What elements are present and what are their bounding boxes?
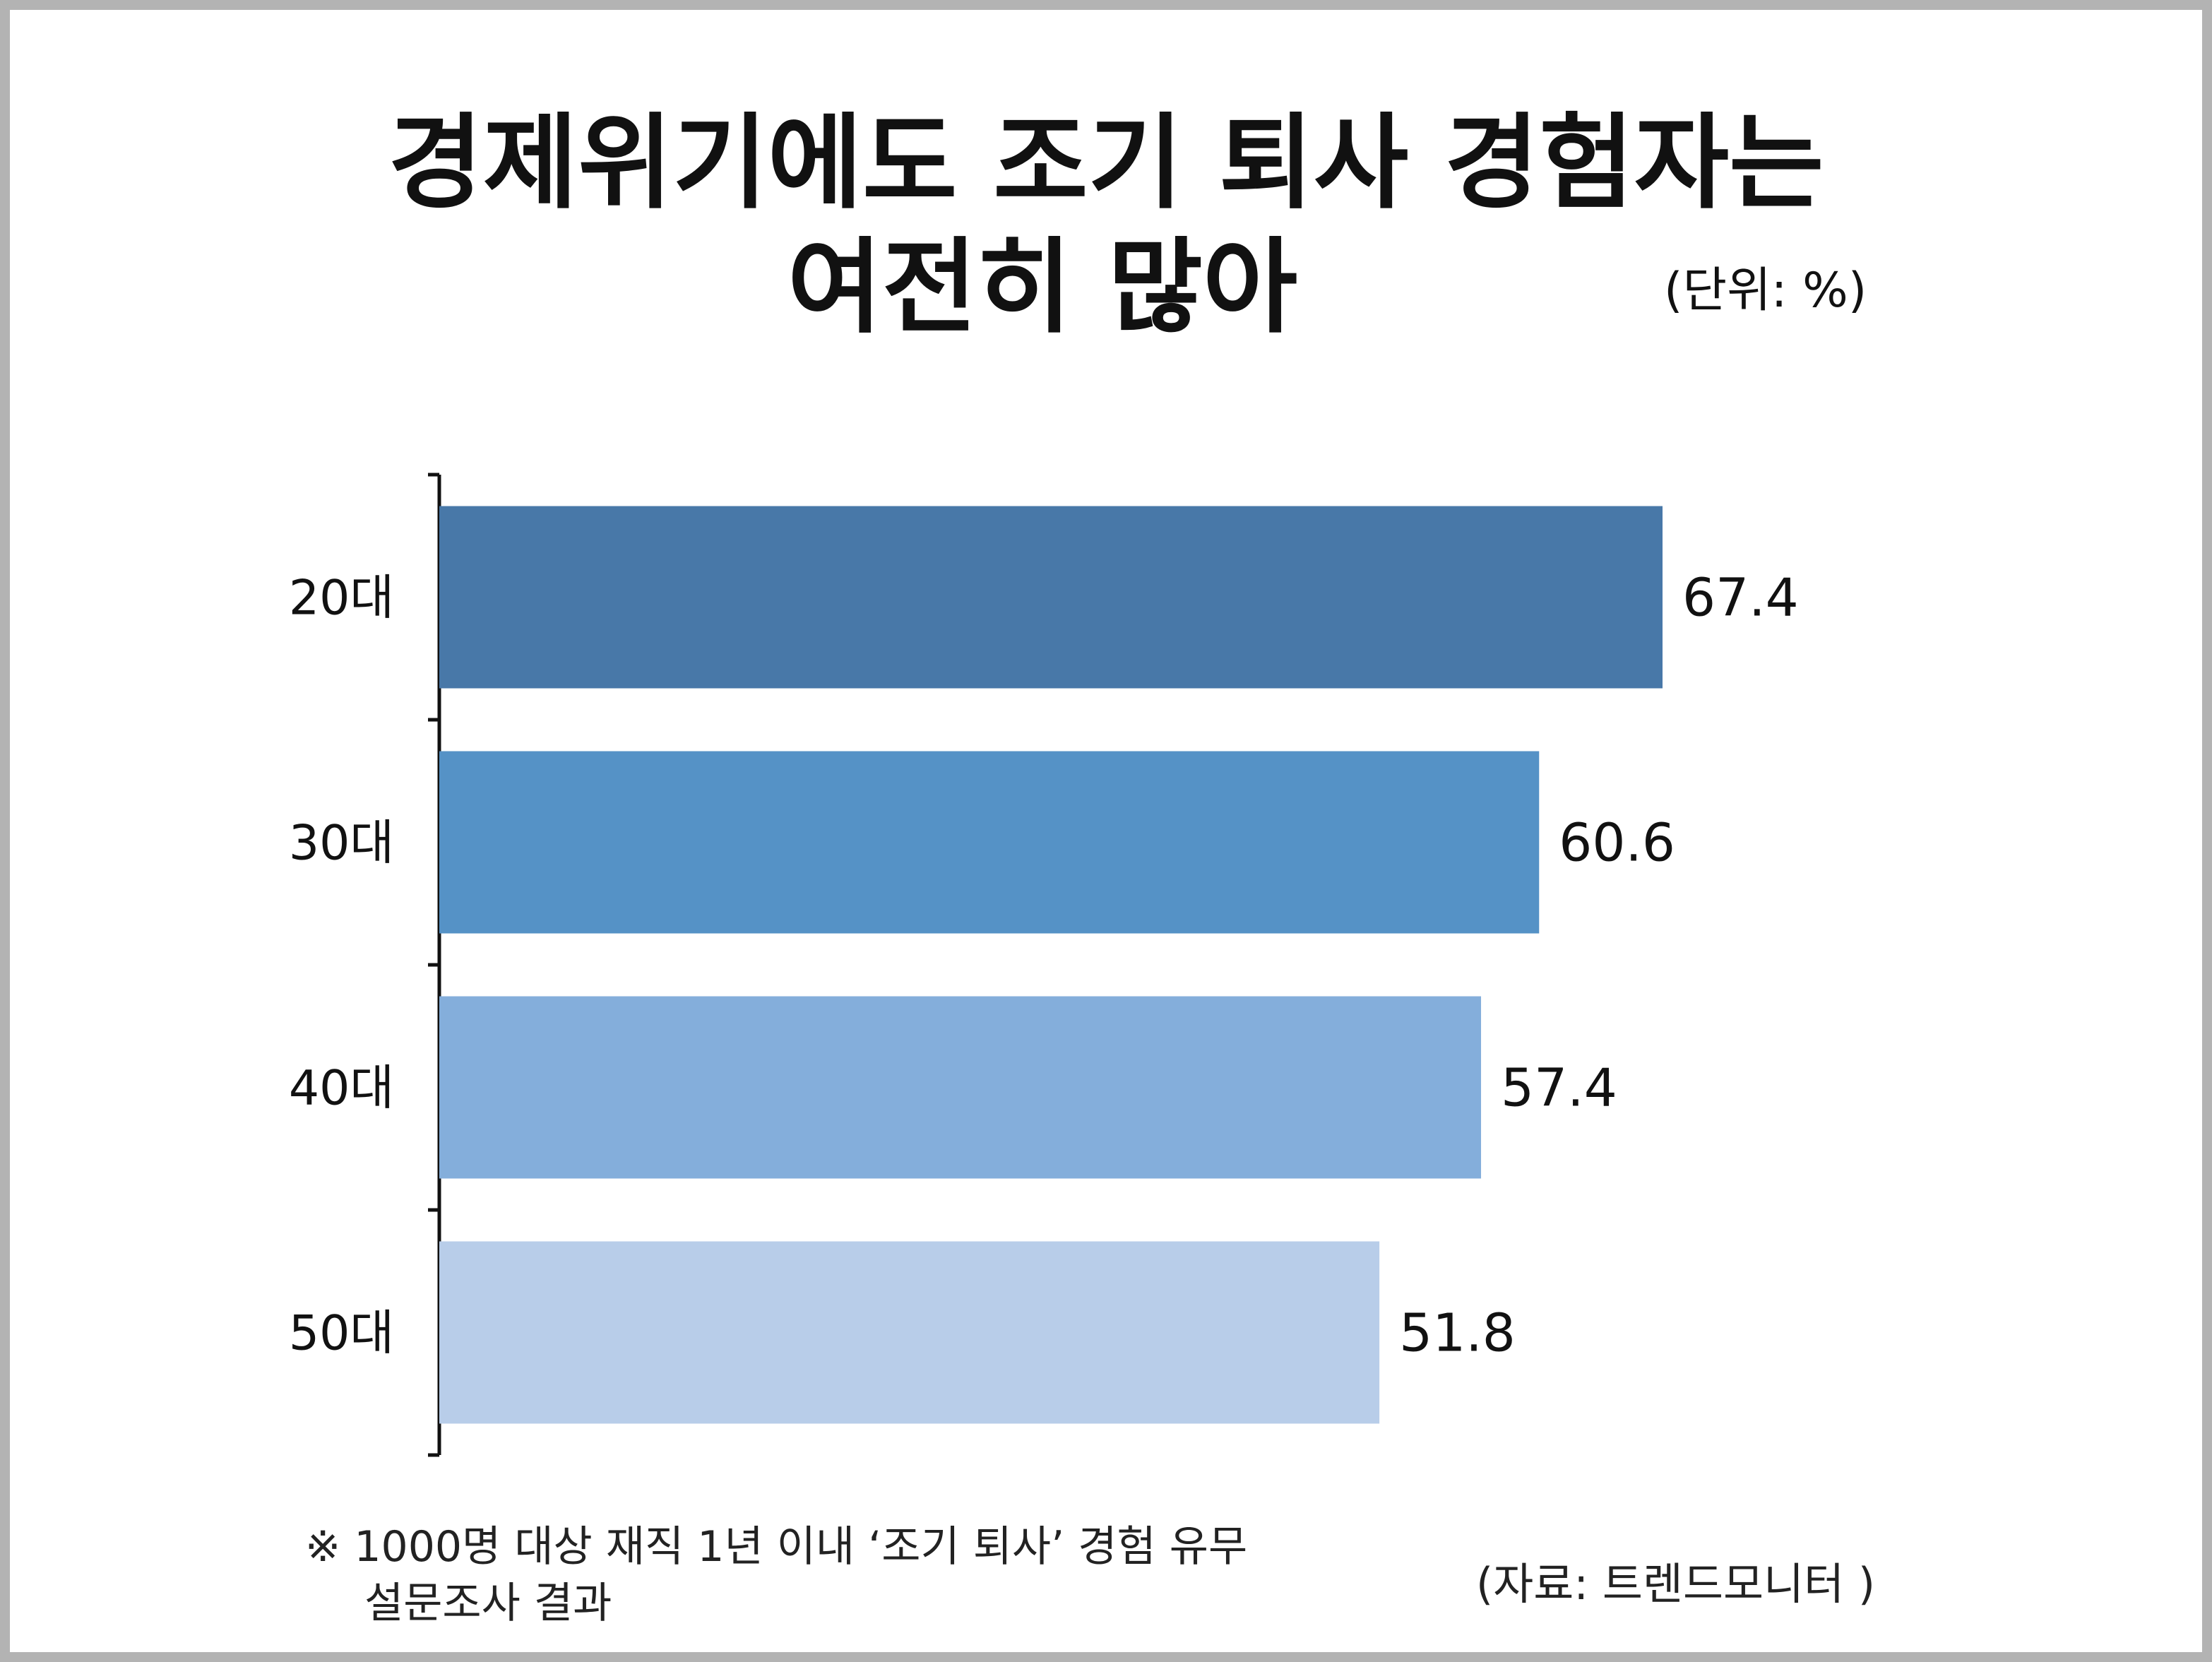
note-symbol: ※ (305, 1522, 341, 1572)
bar-2 (439, 751, 1540, 934)
data-label-2: 60.6 (1559, 813, 1675, 874)
unit-label: (단위: %) (1664, 263, 1867, 319)
category-label-1: 20대 (289, 571, 394, 627)
source-label: (자료: 트렌드모니터 ) (1476, 1558, 1876, 1610)
chart-title-line1: 경제위기에도 조기 퇴사 경험자는 (388, 103, 1824, 223)
category-label-2: 30대 (289, 816, 394, 872)
bar-1 (439, 506, 1663, 689)
data-label-3: 57.4 (1501, 1058, 1617, 1119)
bar-3 (439, 996, 1482, 1179)
bar-4 (439, 1241, 1380, 1424)
survey-note: ※ 1000명 대상 재직 1년 이내 ‘조기 퇴사’ 경험 유무 설문조사 결… (305, 1519, 1247, 1632)
category-label-4: 50대 (289, 1306, 394, 1362)
note-line2: 설문조사 결과 (364, 1579, 612, 1628)
chart-title-line2: 여전히 많아 (787, 227, 1298, 348)
note-line1: 1000명 대상 재직 1년 이내 ‘조기 퇴사’ 경험 유무 (354, 1522, 1248, 1572)
category-label-3: 40대 (289, 1061, 394, 1117)
data-label-4: 51.8 (1399, 1303, 1516, 1364)
data-label-1: 67.4 (1682, 568, 1799, 629)
